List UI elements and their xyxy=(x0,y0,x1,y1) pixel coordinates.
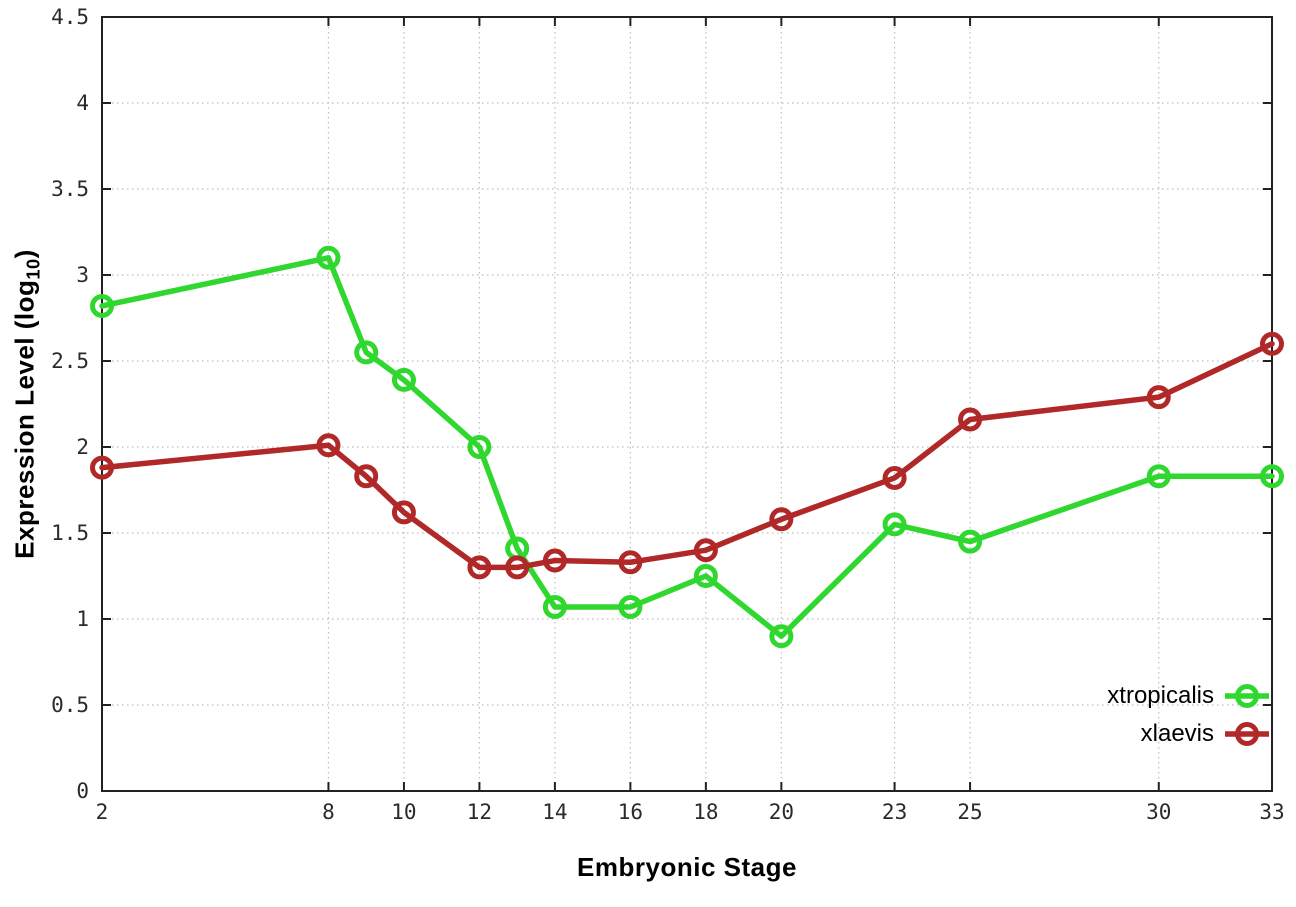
data-point-xtropicalis xyxy=(618,594,643,619)
data-point-xlaevis xyxy=(1260,331,1284,356)
data-point-xtropicalis xyxy=(1146,464,1171,489)
data-point-xlaevis xyxy=(882,465,907,490)
legend-marker xyxy=(1225,684,1269,708)
series-line-xlaevis xyxy=(99,341,1275,571)
data-point-xtropicalis xyxy=(391,367,416,392)
data-point-xlaevis xyxy=(505,555,530,580)
data-point-xtropicalis xyxy=(542,594,567,619)
y-tick-label: 0 xyxy=(76,779,89,803)
data-point-xlaevis xyxy=(958,407,983,432)
data-point-xtropicalis xyxy=(467,435,492,459)
data-point-xlaevis xyxy=(693,538,718,563)
y-tick-label: 3 xyxy=(76,263,89,287)
y-axis-title-subscript: 10 xyxy=(23,258,44,280)
data-point-xtropicalis xyxy=(769,624,794,649)
data-point-xlaevis xyxy=(1146,385,1171,410)
plot-border xyxy=(101,16,1273,792)
y-tick-label: 4 xyxy=(76,91,89,115)
legend-point-sample xyxy=(1235,722,1259,746)
data-point-xlaevis xyxy=(90,455,114,480)
y-tick-label: 3.5 xyxy=(51,177,89,201)
data-point-xlaevis xyxy=(618,550,643,575)
x-tick-label: 2 xyxy=(96,800,109,824)
legend-item: xlaevis xyxy=(1107,715,1272,753)
legend-marker xyxy=(1225,722,1269,746)
chart-legend: xtropicalis xlaevis xyxy=(1107,677,1272,753)
y-tick-label: 2 xyxy=(76,435,89,459)
y-tick-label: 2.5 xyxy=(51,349,89,373)
legend-item: xtropicalis xyxy=(1107,677,1272,715)
x-tick-label: 14 xyxy=(542,800,567,824)
y-tick-label: 1 xyxy=(76,607,89,631)
y-axis-title-suffix: ) xyxy=(9,249,40,259)
data-point-xlaevis xyxy=(467,555,492,580)
legend-label: xlaevis xyxy=(1140,720,1214,747)
legend-point-sample xyxy=(1235,684,1259,708)
data-point-xlaevis xyxy=(316,433,341,458)
x-tick-label: 33 xyxy=(1259,800,1284,824)
data-point-xtropicalis xyxy=(90,293,114,318)
data-point-xlaevis xyxy=(391,500,416,525)
data-point-xlaevis xyxy=(769,507,794,532)
y-tick-label: 1.5 xyxy=(51,521,89,545)
y-axis-title-text: Expression Level (log xyxy=(9,279,40,559)
x-tick-label: 8 xyxy=(322,800,335,824)
x-tick-label: 16 xyxy=(618,800,643,824)
data-point-xtropicalis xyxy=(316,245,341,270)
x-tick-label: 30 xyxy=(1146,800,1171,824)
y-axis-title: Expression Level (log10) xyxy=(9,249,44,559)
data-point-xtropicalis xyxy=(693,564,718,588)
y-tick-label: 4.5 xyxy=(51,5,89,29)
x-tick-label: 25 xyxy=(957,800,982,824)
data-point-xtropicalis xyxy=(882,512,907,537)
x-tick-label: 18 xyxy=(693,800,718,824)
x-tick-label: 10 xyxy=(391,800,416,824)
x-tick-label: 23 xyxy=(882,800,907,824)
data-point-xtropicalis xyxy=(958,529,983,554)
legend-label: xtropicalis xyxy=(1107,682,1214,709)
y-tick-label: 0.5 xyxy=(51,693,89,717)
x-tick-label: 20 xyxy=(769,800,794,824)
x-axis-title: Embryonic Stage xyxy=(577,852,797,882)
data-point-xlaevis xyxy=(542,548,567,573)
data-point-xtropicalis xyxy=(354,340,379,365)
x-tick-label: 12 xyxy=(467,800,492,824)
data-point-xlaevis xyxy=(354,464,379,489)
data-point-xtropicalis xyxy=(1260,464,1284,489)
